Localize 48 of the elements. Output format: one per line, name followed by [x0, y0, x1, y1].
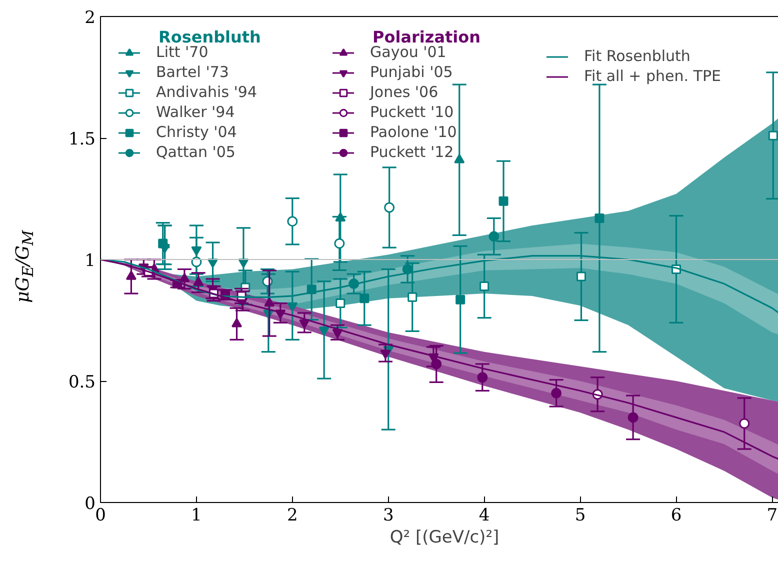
- y-tick-label: 2: [84, 8, 96, 28]
- point: [299, 319, 310, 329]
- point: [576, 272, 586, 282]
- point: [158, 238, 168, 248]
- point: [488, 231, 500, 242]
- point: [431, 358, 442, 370]
- x-tick-label: 1: [191, 506, 202, 526]
- x-tick-label: 7: [766, 506, 778, 526]
- legend-label: Andivahis '94: [156, 83, 257, 101]
- legend-label: Puckett '10: [370, 103, 454, 121]
- point: [454, 154, 465, 164]
- x-tick-label: 4: [478, 506, 490, 526]
- point: [334, 238, 345, 249]
- point: [380, 350, 391, 359]
- point: [739, 418, 750, 429]
- x-tick-label: 3: [382, 506, 394, 526]
- point: [384, 202, 395, 213]
- legend-label: Bartel '73: [156, 63, 229, 81]
- legend-label: Christy '04: [156, 123, 237, 141]
- x-tick-label: 2: [287, 506, 298, 526]
- legend-label: Walker '94: [156, 103, 235, 121]
- legend-label: Qattan '05: [156, 143, 236, 161]
- legend-label: Fit Rosenbluth: [584, 47, 690, 65]
- point: [408, 292, 418, 302]
- point: [456, 294, 466, 304]
- point: [287, 216, 298, 227]
- point: [628, 412, 638, 423]
- legend-label: Puckett '12: [370, 143, 454, 161]
- point: [336, 298, 346, 308]
- x-axis-title: Q² [(GeV/c)²]: [390, 528, 500, 548]
- point: [287, 302, 298, 312]
- x-tick-label: 5: [574, 506, 586, 526]
- point: [360, 294, 370, 304]
- legend-label: Jones '06: [370, 83, 438, 101]
- legend-label: Fit all + phen. TPE: [584, 67, 721, 85]
- point: [768, 130, 778, 140]
- point: [551, 388, 562, 398]
- legend-label: Punjabi '05: [370, 63, 453, 81]
- point: [477, 372, 488, 383]
- point: [480, 281, 490, 291]
- y-tick-label: 1.5: [68, 130, 96, 150]
- point: [318, 326, 330, 336]
- point: [594, 213, 604, 223]
- y-tick-label: 1: [84, 251, 96, 271]
- legend-label: Paolone '10: [370, 123, 457, 141]
- y-tick-label: 0.5: [68, 372, 96, 392]
- point: [498, 196, 508, 206]
- x-tick-label: 6: [670, 506, 682, 526]
